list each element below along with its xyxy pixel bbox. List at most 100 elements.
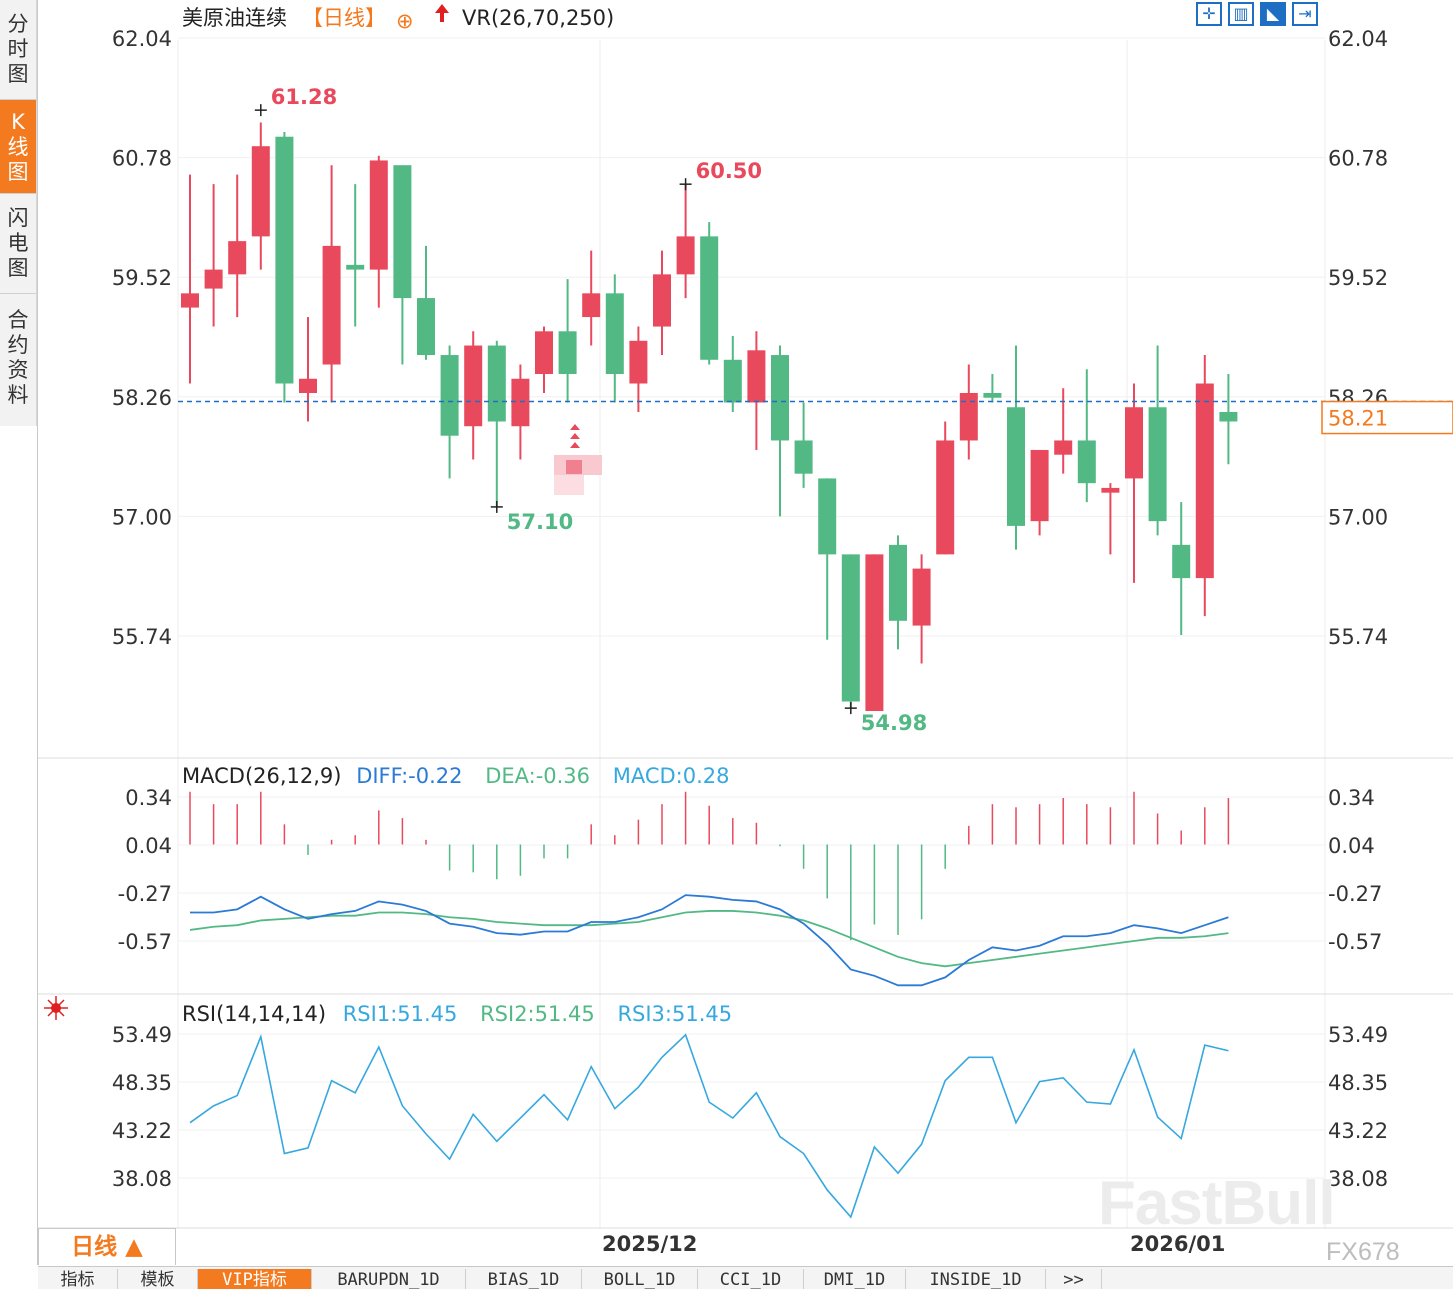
- toolbar-more[interactable]: >>: [1046, 1269, 1102, 1289]
- candle-body: [487, 345, 506, 422]
- kline-tick-label-right: 57.00: [1328, 505, 1388, 529]
- rsi-settings-icon[interactable]: [44, 996, 68, 1020]
- candle-body: [299, 378, 317, 394]
- add-symbol-icon[interactable]: ⊕: [396, 9, 414, 33]
- candle: [889, 535, 907, 650]
- candle: [1101, 483, 1120, 555]
- candle-body: [1172, 544, 1191, 579]
- candle: [676, 184, 695, 299]
- rsi-tick-label-left: 48.35: [112, 1071, 172, 1095]
- candle: [511, 364, 530, 460]
- kline-tick-label-left: 59.52: [112, 266, 172, 290]
- candle: [1030, 449, 1049, 536]
- period-selector[interactable]: 日线 ▲: [38, 1228, 176, 1265]
- macd-macd-value: MACD:0.28: [613, 764, 730, 788]
- macd-tick-label-right: 0.04: [1328, 834, 1375, 858]
- candle-body: [346, 264, 365, 270]
- candle-body: [1101, 487, 1120, 493]
- sidebar: 分 时 图 K 线 图 闪 电 图 合 约 资 料: [0, 0, 37, 426]
- macd-tick-label-right: -0.57: [1328, 930, 1382, 954]
- date-label-2026-01: 2026/01: [1130, 1232, 1225, 1256]
- kline-tick-label-right: 62.04: [1328, 27, 1388, 51]
- candle: [771, 345, 789, 517]
- candle: [747, 331, 766, 450]
- rsi-tick-label-left: 43.22: [112, 1119, 172, 1143]
- cross-arrows-icon[interactable]: ✛: [1196, 2, 1222, 26]
- candle-body: [1077, 440, 1096, 484]
- candle: [865, 554, 884, 711]
- candle: [818, 478, 837, 640]
- candle-body: [841, 554, 860, 702]
- toolbar-bias[interactable]: BIAS_1D: [466, 1269, 582, 1289]
- candle: [1007, 345, 1025, 550]
- toolbar-vip-indicators[interactable]: VIP指标: [198, 1269, 312, 1289]
- candle-body: [464, 345, 483, 427]
- macd-tick-label-left: 0.34: [125, 786, 172, 810]
- kline-tick-label-left: 55.74: [112, 625, 172, 649]
- candle-body: [535, 331, 553, 375]
- candle: [181, 174, 199, 384]
- candle: [1125, 383, 1143, 583]
- toolbar-boll[interactable]: BOLL_1D: [582, 1269, 698, 1289]
- tab-contract-info[interactable]: 合 约 资 料: [7, 308, 29, 407]
- bar-chart-icon[interactable]: ▥: [1228, 2, 1254, 26]
- last-price-label: 58.21: [1328, 407, 1388, 431]
- candle-body: [275, 136, 294, 384]
- toolbar-templates[interactable]: 模板: [118, 1269, 198, 1289]
- candle: [1077, 369, 1096, 503]
- instrument-name: 美原油连续: [182, 6, 287, 30]
- vr-label: VR(26,70,250): [462, 6, 614, 30]
- candle-body: [440, 355, 459, 436]
- rsi-tick-label-right: 53.49: [1328, 1023, 1388, 1047]
- date-label-2025-12: 2025/12: [602, 1232, 697, 1256]
- macd-tick-label-right: 0.34: [1328, 786, 1375, 810]
- candle: [653, 250, 671, 356]
- candle-body: [1219, 411, 1238, 422]
- macd-tick-label-right: -0.27: [1328, 882, 1382, 906]
- toolbar-barupdn[interactable]: BARUPDN_1D: [312, 1269, 466, 1289]
- rsi-tick-label-left: 53.49: [112, 1023, 172, 1047]
- candle-body: [393, 165, 412, 299]
- candle: [582, 250, 601, 346]
- rsi2-value: RSI2:51.45: [480, 1002, 595, 1026]
- kline-tick-label-right: 55.74: [1328, 625, 1388, 649]
- toolbar-dmi[interactable]: DMI_1D: [804, 1269, 906, 1289]
- candle: [1054, 388, 1073, 474]
- move-right-icon[interactable]: ⇥: [1292, 2, 1318, 26]
- candle-body: [1195, 383, 1214, 579]
- candle-body: [959, 393, 978, 441]
- rsi-tick-label-right: 43.22: [1328, 1119, 1388, 1143]
- candle-body: [251, 146, 270, 237]
- candle-body: [794, 440, 813, 474]
- kline-tick-label-left: 60.78: [112, 147, 172, 171]
- watermark-brand: FastBull: [1098, 1169, 1336, 1238]
- kline-tick-label-left: 58.26: [112, 386, 172, 410]
- grid-lines: [38, 37, 1453, 1229]
- tab-kline-chart[interactable]: K 线 图: [0, 100, 36, 194]
- candle-body: [865, 554, 884, 711]
- candle-body: [322, 245, 341, 365]
- move-left-icon[interactable]: ◣: [1260, 2, 1286, 26]
- toolbar-cci[interactable]: CCI_1D: [698, 1269, 804, 1289]
- macd-dea-line: [189, 910, 1229, 968]
- toolbar-inside[interactable]: INSIDE_1D: [906, 1269, 1046, 1289]
- candle: [299, 317, 317, 422]
- tab-timeshare-chart[interactable]: 分 时 图: [0, 0, 36, 100]
- macd-diff-line: [190, 894, 1229, 987]
- candle-body: [369, 160, 388, 270]
- period-label[interactable]: 【日线】: [302, 6, 386, 30]
- candle-body: [653, 274, 671, 327]
- candle-body: [912, 568, 931, 626]
- annotation-label: 60.50: [696, 159, 762, 183]
- candle: [204, 184, 223, 327]
- macd-dea-value: DEA:-0.36: [485, 764, 590, 788]
- rsi-line: [189, 1033, 1229, 1219]
- candle: [1172, 502, 1191, 636]
- toolbar-indicators[interactable]: 指标: [38, 1269, 118, 1289]
- tab-flash-chart[interactable]: 闪 电 图: [0, 194, 36, 294]
- candle: [251, 122, 270, 270]
- annotation-label: 61.28: [271, 85, 337, 109]
- candle-body: [936, 440, 955, 555]
